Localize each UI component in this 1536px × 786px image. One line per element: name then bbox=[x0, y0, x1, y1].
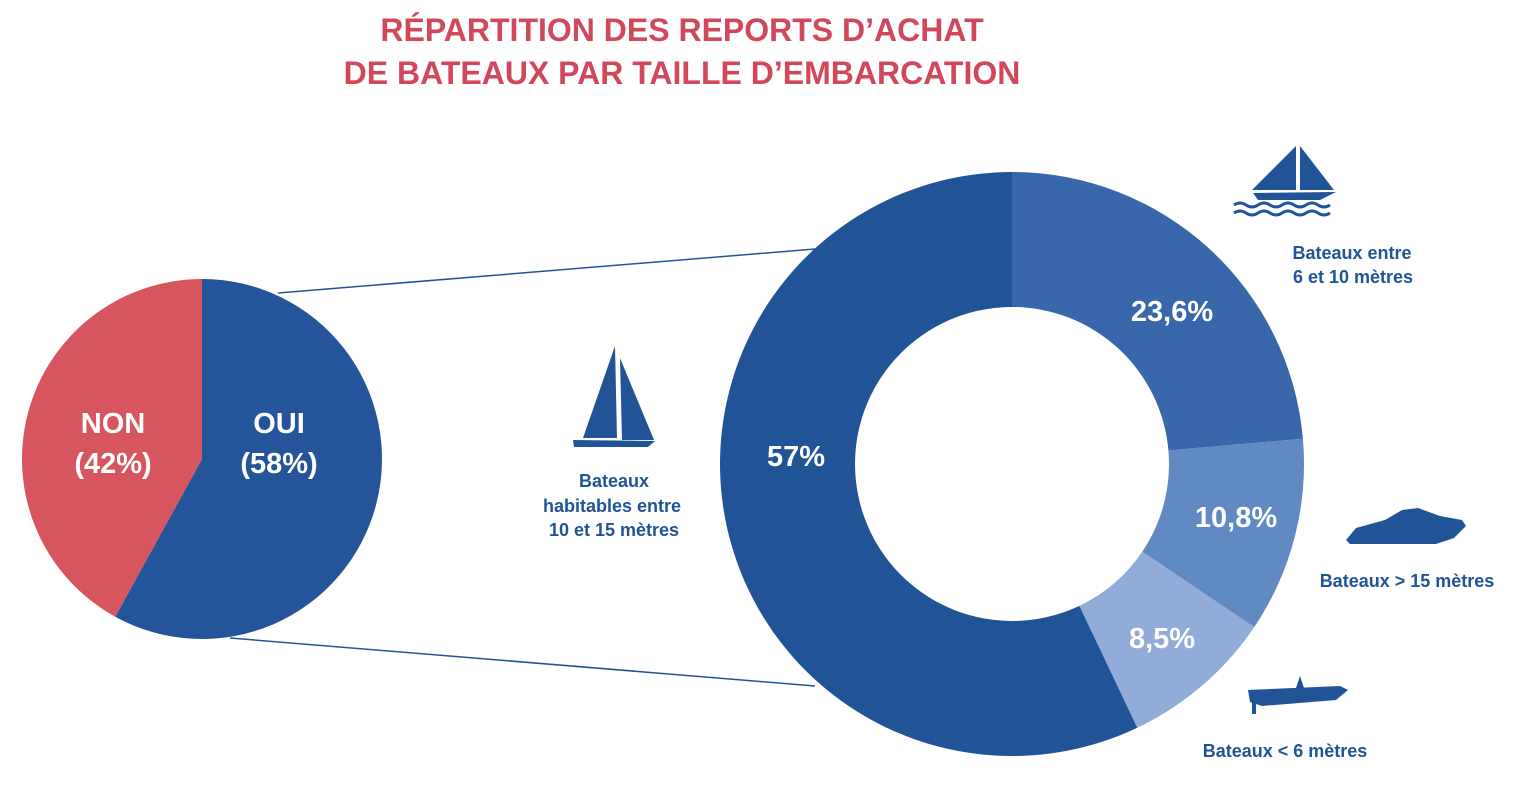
donut-value-label: 57% bbox=[767, 441, 825, 473]
donut-slice bbox=[719, 172, 1138, 757]
category-label: Bateaux < 6 mètres bbox=[1203, 741, 1368, 761]
pie-slice bbox=[115, 279, 382, 639]
pie-label-non: NON bbox=[81, 408, 145, 440]
donut-chart bbox=[719, 172, 1304, 757]
category-label: Bateaux bbox=[579, 471, 649, 491]
connector-line-top bbox=[277, 248, 816, 294]
category-label: 10 et 15 mètres bbox=[549, 520, 679, 540]
donut-slice bbox=[1012, 172, 1303, 451]
sailboat-waves-icon bbox=[1233, 146, 1336, 217]
pie-label-non-pct: (42%) bbox=[74, 448, 151, 480]
pie-chart bbox=[21, 279, 382, 639]
category-label: Bateaux entre bbox=[1292, 243, 1411, 263]
pie-label-oui-pct: (58%) bbox=[240, 448, 317, 480]
category-label: habitables entre bbox=[543, 496, 681, 516]
donut-value-label: 8,5% bbox=[1129, 623, 1195, 655]
donut-slice bbox=[1142, 438, 1304, 628]
donut-value-label: 23,6% bbox=[1131, 296, 1213, 328]
category-label: Bateaux > 15 mètres bbox=[1320, 571, 1495, 591]
donut-slice bbox=[1079, 551, 1255, 728]
connector-line-bottom bbox=[229, 637, 816, 687]
dinghy-icon bbox=[1248, 676, 1348, 714]
category-label: 6 et 10 mètres bbox=[1293, 267, 1413, 287]
sailboat-icon bbox=[573, 346, 655, 447]
pie-label-oui: OUI bbox=[253, 408, 305, 440]
yacht-icon bbox=[1346, 508, 1466, 544]
donut-value-label: 10,8% bbox=[1195, 502, 1277, 534]
chart-title-line-2: DE BATEAUX PAR TAILLE D’EMBARCATION bbox=[344, 55, 1021, 91]
pie-slice bbox=[21, 279, 202, 617]
chart-title-line-1: RÉPARTITION DES REPORTS D’ACHAT bbox=[380, 12, 984, 48]
